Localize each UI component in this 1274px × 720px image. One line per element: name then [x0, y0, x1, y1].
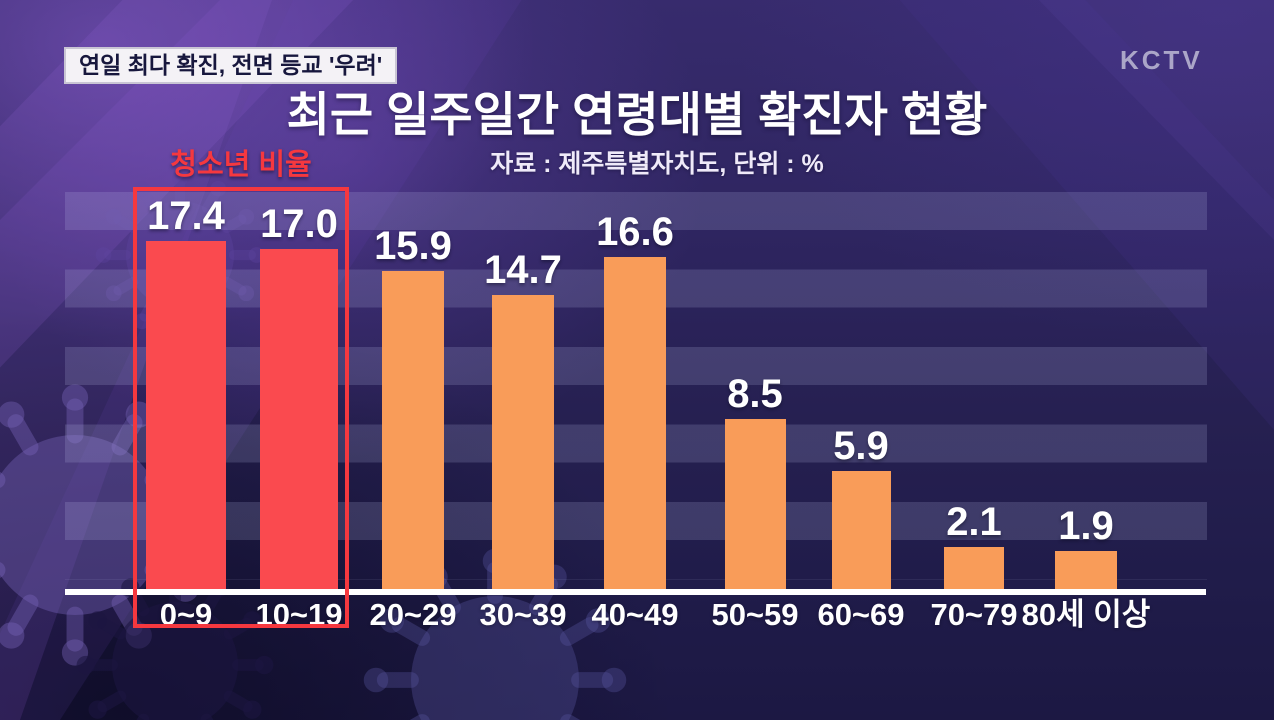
x-tick-label: 80세 이상 — [1021, 597, 1151, 632]
bar-value-label: 8.5 — [727, 372, 783, 416]
bar-value-label: 17.0 — [260, 202, 338, 246]
kctv-logo: KCTV — [1120, 45, 1203, 75]
bar-value-label: 5.9 — [833, 424, 889, 468]
youth-highlight-box — [133, 187, 349, 628]
bar — [944, 547, 1004, 589]
bar — [604, 257, 666, 589]
headline-badge: 연일 최다 확진, 전면 등교 '우려' — [64, 47, 398, 84]
bar — [382, 271, 444, 589]
bar — [1055, 551, 1117, 589]
bar-value-label: 2.1 — [946, 500, 1002, 544]
bar-value-label: 1.9 — [1058, 504, 1114, 548]
bar-value-label: 14.7 — [484, 248, 562, 292]
youth-highlight-label: 청소년 비율 — [170, 149, 312, 181]
bar — [831, 471, 891, 589]
x-axis-line — [65, 589, 1206, 595]
x-tick-label: 60~69 — [817, 597, 905, 632]
bar-value-label: 15.9 — [374, 224, 452, 268]
bar-value-label: 16.6 — [596, 210, 674, 254]
bar — [260, 249, 338, 589]
x-tick-label: 70~79 — [930, 597, 1018, 632]
bar — [724, 419, 786, 589]
x-tick-label: 50~59 — [711, 597, 799, 632]
chart-subtitle: 자료 : 제주특별자치도, 단위 : % — [490, 150, 824, 178]
bar — [492, 295, 554, 589]
chart-title: 최근 일주일간 연령대별 확진자 현황 — [286, 88, 988, 141]
headline-badge-text: 연일 최다 확진, 전면 등교 '우려' — [79, 52, 383, 78]
